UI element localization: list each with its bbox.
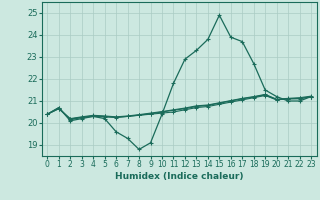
X-axis label: Humidex (Indice chaleur): Humidex (Indice chaleur) (115, 172, 244, 181)
